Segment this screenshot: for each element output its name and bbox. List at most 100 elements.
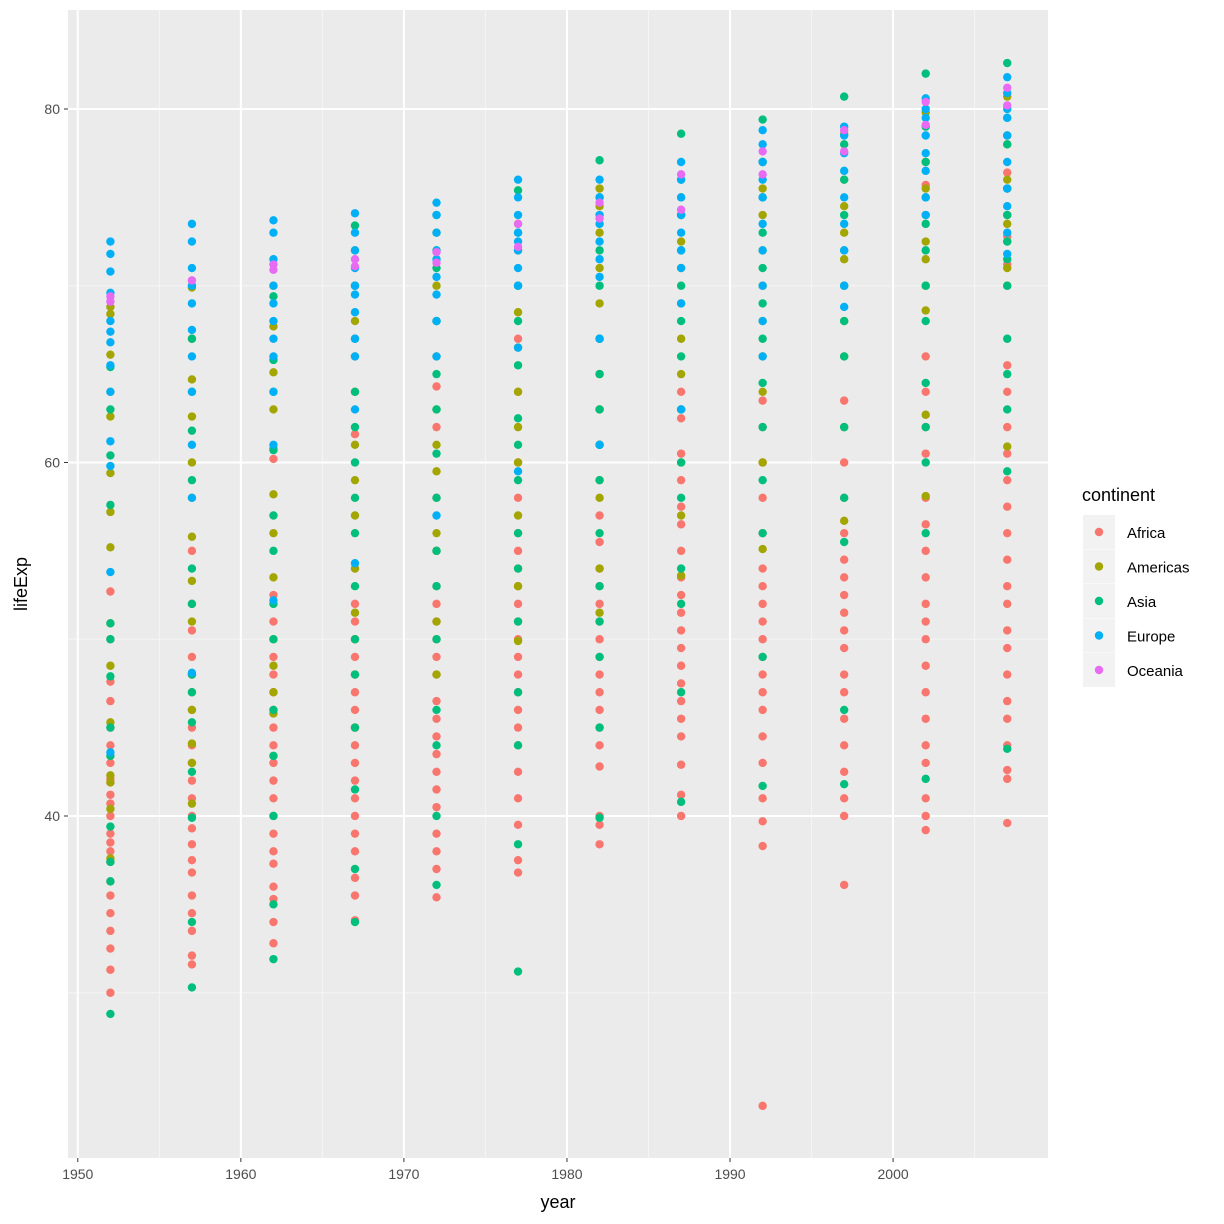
data-point-africa [676,475,686,485]
data-point-africa [269,652,278,662]
data-point-americas [921,184,930,193]
data-point-americas [595,564,604,573]
data-point-asia [513,840,523,849]
data-point-europe [758,157,767,167]
data-point-americas [676,511,686,520]
data-point-europe [106,237,115,246]
data-point-africa [921,449,930,458]
data-point-europe [921,104,930,114]
data-point-asia [839,779,849,789]
data-point-europe [350,209,360,218]
data-point-europe [839,281,849,290]
data-point-europe [432,228,441,237]
data-point-africa [839,794,849,803]
data-point-asia [921,157,930,167]
data-point-africa [350,599,360,609]
data-point-asia [513,361,523,370]
data-point-asia [839,140,849,149]
data-point-africa [1003,670,1012,679]
data-point-africa [839,590,849,600]
data-point-americas [513,458,523,467]
data-point-africa [432,829,441,838]
data-point-asia [350,493,360,503]
data-point-europe [350,405,360,414]
data-point-asia [513,967,523,976]
data-point-africa [676,590,686,600]
data-point-asia [758,228,767,237]
data-point-asia [758,115,767,124]
data-point-africa [269,758,278,768]
data-point-africa [513,868,523,877]
data-point-africa [839,396,849,405]
data-point-africa [676,387,686,396]
data-point-africa [106,965,115,974]
data-point-africa [350,847,360,856]
data-point-europe [106,567,115,577]
data-point-africa [1003,361,1012,370]
data-point-americas [595,263,604,273]
data-point-europe [106,316,115,326]
data-point-americas [106,778,115,787]
data-point-asia [106,672,115,681]
data-point-asia [839,316,849,326]
legend-point-africa [1094,527,1104,537]
data-point-americas [187,758,197,768]
data-point-asia [758,378,767,388]
data-point-africa [921,741,930,750]
data-point-africa [269,939,278,948]
data-point-africa [839,626,849,635]
data-point-europe [595,255,604,264]
data-point-europe [676,193,686,202]
data-point-europe [839,193,849,202]
data-point-asia [350,422,360,432]
data-point-asia [676,458,686,467]
data-point-africa [106,847,115,856]
data-point-asia [269,900,278,909]
data-point-africa [595,670,604,679]
legend-label: Americas [1127,560,1190,577]
data-point-oceania [513,242,523,252]
data-point-africa [350,741,360,750]
data-point-europe [676,405,686,414]
data-point-africa [1003,449,1012,458]
data-point-africa [269,829,278,838]
data-point-africa [595,762,604,771]
data-point-africa [921,520,930,529]
data-point-africa [269,847,278,856]
data-point-europe [921,131,930,140]
data-point-americas [269,405,278,414]
data-point-africa [758,582,767,591]
data-point-asia [676,688,686,697]
data-point-americas [269,688,278,697]
data-point-europe [1003,131,1012,140]
data-point-africa [921,599,930,609]
data-point-americas [513,582,523,591]
data-point-asia [432,493,441,503]
data-point-africa [595,741,604,750]
data-point-americas [513,387,523,396]
data-point-europe [676,157,686,167]
data-point-africa [432,714,441,723]
data-point-africa [513,652,523,662]
data-point-oceania [1003,101,1012,110]
data-point-africa [839,811,849,821]
data-point-oceania [187,276,197,285]
data-point-africa [432,749,441,759]
data-point-asia [187,426,197,435]
data-point-asia [432,635,441,644]
data-point-americas [187,412,197,421]
data-point-europe [187,387,197,396]
data-point-europe [432,198,441,207]
data-point-africa [921,546,930,556]
data-point-americas [921,237,930,246]
data-point-asia [839,92,849,101]
data-point-africa [269,617,278,626]
data-point-africa [921,617,930,626]
data-point-asia [350,723,360,732]
data-point-africa [106,758,115,768]
data-point-africa [350,705,360,715]
data-point-americas [269,661,278,670]
data-point-europe [269,440,278,450]
data-point-africa [676,626,686,635]
data-point-asia [513,186,523,195]
